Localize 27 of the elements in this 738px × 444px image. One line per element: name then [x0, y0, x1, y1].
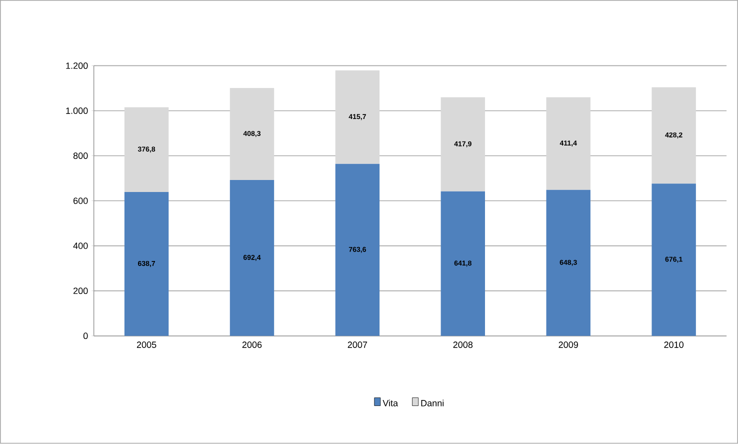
bar	[230, 88, 274, 180]
bar	[230, 180, 274, 336]
x-tick-label: 2005	[136, 342, 156, 348]
y-tick-label: 600	[73, 198, 88, 204]
x-tick-label: 2006	[242, 342, 262, 348]
x-tick-label: 2007	[348, 342, 368, 348]
y-tick-label: 400	[73, 242, 88, 250]
y-tick-label: 800	[73, 152, 88, 160]
x-tick-label: 2008	[453, 342, 473, 348]
bar	[440, 97, 485, 192]
bar	[546, 190, 590, 336]
y-tick-label: 1.000	[66, 108, 88, 114]
bar	[335, 164, 380, 336]
legend-label: Vita	[382, 400, 398, 406]
bar	[124, 107, 169, 192]
y-tick-label: 0	[83, 332, 88, 340]
x-tick-label: 2010	[664, 342, 684, 348]
bar	[652, 87, 696, 184]
x-tick-label: 2009	[558, 342, 578, 348]
legend-label: Danni	[421, 400, 444, 406]
y-tick-label: 1.200	[66, 62, 88, 70]
y-tick-label: 200	[73, 288, 88, 294]
bar	[124, 192, 169, 336]
bar	[652, 184, 696, 336]
bar	[335, 70, 380, 164]
bar	[440, 192, 485, 336]
bar	[546, 97, 590, 190]
